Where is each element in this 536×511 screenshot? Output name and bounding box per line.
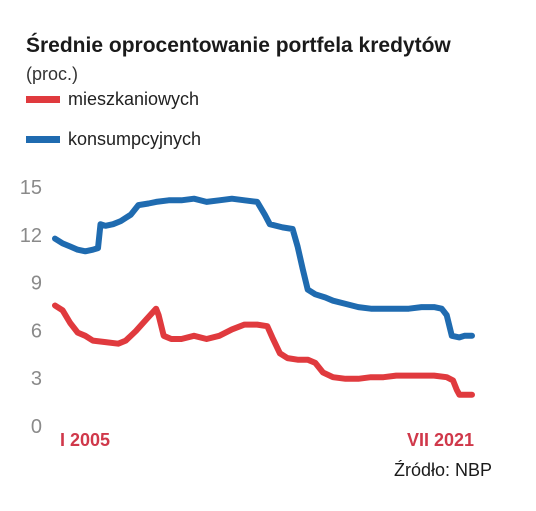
legend-label-mieszkaniowych: mieszkaniowych	[68, 89, 200, 109]
chart-unit: (proc.)	[26, 64, 79, 84]
legend-swatch-konsumpcyjnych	[26, 136, 60, 143]
y-tick-label: 6	[31, 320, 42, 342]
y-tick-label: 12	[20, 225, 42, 247]
x-tick-label: VII 2021	[407, 430, 474, 450]
y-tick-label: 0	[31, 416, 42, 438]
series-line-konsumpcyjnych	[52, 195, 475, 341]
source-note: Źródło: NBP	[394, 460, 493, 480]
legend-swatch-mieszkaniowych	[26, 96, 60, 103]
legend-entry-konsumpcyjnych: konsumpcyjnych	[26, 129, 201, 150]
y-tick-label: 15	[20, 177, 42, 199]
legend-entry-mieszkaniowych: mieszkaniowych	[26, 89, 199, 110]
y-tick-label: 9	[31, 273, 42, 295]
y-tick-label: 3	[31, 368, 42, 390]
x-tick-label: I 2005	[60, 430, 110, 450]
legend-label-konsumpcyjnych: konsumpcyjnych	[68, 129, 202, 149]
series-line-mieszkaniowych	[52, 302, 475, 398]
chart-title: Średnie oprocentowanie portfela kredytów	[26, 34, 451, 57]
